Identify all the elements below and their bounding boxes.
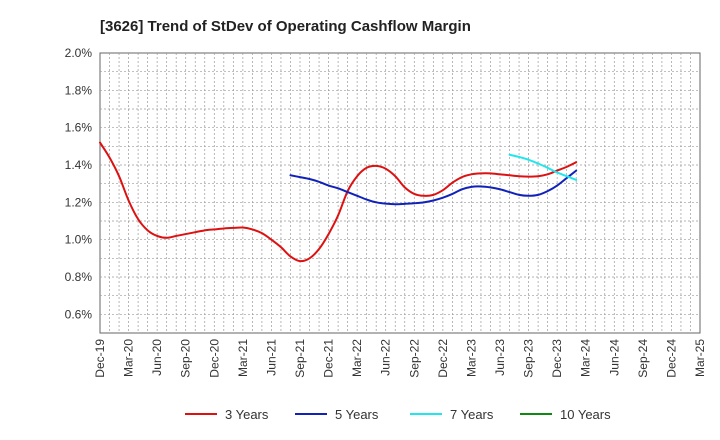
legend: 3 Years 5 Years 7 Years 10 Years xyxy=(185,407,611,422)
legend-label: 7 Years xyxy=(450,407,494,422)
y-tick-label: 0.8% xyxy=(65,270,93,284)
y-tick-label: 0.6% xyxy=(65,307,93,321)
y-tick-label: 1.0% xyxy=(65,233,93,247)
x-tick-label: Mar-22 xyxy=(350,339,364,377)
x-tick-label: Dec-23 xyxy=(550,339,564,378)
x-tick-label: Jun-21 xyxy=(264,339,278,376)
series-lines xyxy=(99,141,578,263)
x-tick-label: Dec-21 xyxy=(322,339,336,378)
x-tick-label: Jun-22 xyxy=(379,339,393,376)
x-tick-label: Jun-24 xyxy=(607,339,621,376)
x-tick-label: Mar-21 xyxy=(236,339,250,377)
x-tick-label: Jun-20 xyxy=(150,339,164,376)
legend-label: 3 Years xyxy=(225,407,269,422)
x-tick-label: Dec-19 xyxy=(93,339,107,378)
chart-title: [3626] Trend of StDev of Operating Cashf… xyxy=(100,18,471,35)
legend-label: 5 Years xyxy=(335,407,379,422)
y-tick-label: 2.0% xyxy=(65,46,93,60)
series-line-7-years xyxy=(508,153,578,181)
gridlines xyxy=(100,53,700,333)
y-tick-label: 1.8% xyxy=(65,83,93,97)
y-tick-label: 1.4% xyxy=(65,158,93,172)
series-line-5-years xyxy=(289,169,578,206)
x-tick-label: Sep-20 xyxy=(179,339,193,378)
y-tick-label: 1.6% xyxy=(65,121,93,135)
x-tick-label: Sep-24 xyxy=(636,339,650,378)
x-tick-label: Mar-23 xyxy=(464,339,478,377)
x-tick-label: Mar-25 xyxy=(693,339,707,377)
series-line-3-years xyxy=(99,141,578,263)
x-tick-label: Dec-20 xyxy=(207,339,221,378)
x-tick-label: Mar-20 xyxy=(122,339,136,377)
x-tick-label: Dec-22 xyxy=(436,339,450,378)
x-tick-label: Dec-24 xyxy=(664,339,678,378)
x-tick-label: Sep-21 xyxy=(293,339,307,378)
x-tick-label: Jun-23 xyxy=(493,339,507,376)
x-axis-ticks: Dec-19 Mar-20 Jun-20 Sep-20 Dec-20 Mar-21 Jun-… xyxy=(93,339,707,378)
plot-area xyxy=(99,52,701,334)
x-tick-label: Mar-24 xyxy=(579,339,593,377)
y-tick-label: 1.2% xyxy=(65,195,93,209)
y-axis-ticks: 0.6% 0.8% 1.0% 1.2% 1.4% 1.6% 1.8% 2.0% xyxy=(65,46,93,321)
x-tick-label: Sep-22 xyxy=(407,339,421,378)
legend-label: 10 Years xyxy=(560,407,611,422)
x-tick-label: Sep-23 xyxy=(522,339,536,378)
